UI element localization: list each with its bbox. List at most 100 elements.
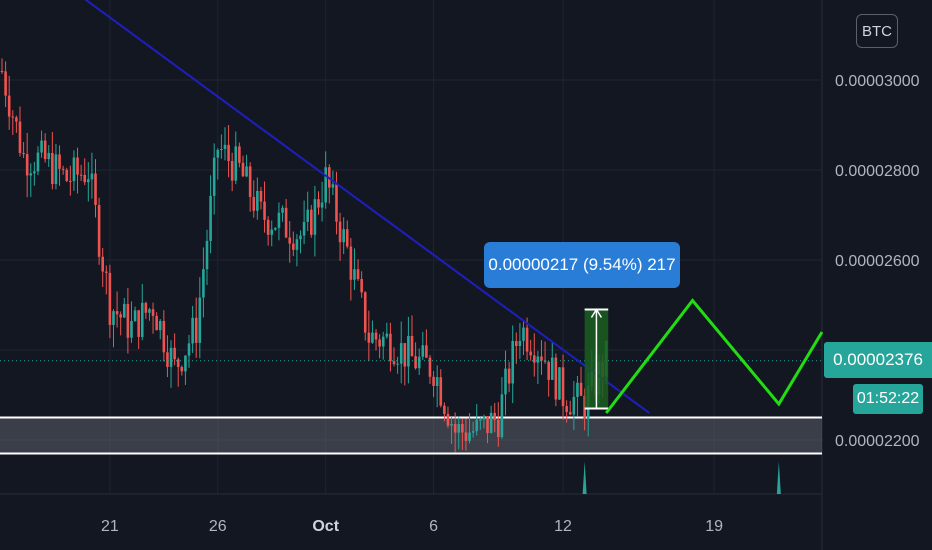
candle-body xyxy=(331,184,335,188)
candle-body xyxy=(511,341,515,384)
candle-body xyxy=(245,166,248,177)
candle-body xyxy=(0,71,4,72)
candle-body xyxy=(126,303,130,338)
candle-body xyxy=(191,317,194,344)
event-spike xyxy=(776,461,781,494)
candle-body xyxy=(148,309,151,313)
candle-body xyxy=(7,95,11,117)
candle-body xyxy=(504,368,507,395)
candle-body xyxy=(212,157,216,196)
candle-body xyxy=(421,345,425,357)
candle-body xyxy=(256,190,259,211)
support-zone-fill xyxy=(0,417,822,454)
x-tick-label: 21 xyxy=(101,518,119,535)
trendline[interactable] xyxy=(0,0,650,414)
candle-body xyxy=(133,310,137,322)
candle-body xyxy=(324,167,327,203)
candle-body xyxy=(295,239,299,250)
candle-body xyxy=(532,355,536,363)
candle-body xyxy=(349,246,353,280)
candle-body xyxy=(238,146,241,163)
candle-body xyxy=(529,351,532,356)
candle-body xyxy=(471,431,475,433)
candle-body xyxy=(543,360,547,362)
candle-body xyxy=(90,173,94,180)
projection-path[interactable] xyxy=(582,298,824,495)
candle-body xyxy=(108,272,112,325)
candle-body xyxy=(493,412,497,420)
candle-body xyxy=(281,207,284,213)
candle-body xyxy=(248,166,252,197)
candle-body xyxy=(25,154,29,176)
candle-body xyxy=(443,405,446,414)
candle-body xyxy=(309,209,313,235)
candle-body xyxy=(407,335,410,367)
candle-body xyxy=(385,333,389,337)
candle-body xyxy=(579,382,583,396)
candle-body xyxy=(428,357,432,377)
candle-body xyxy=(43,140,47,160)
candle-body xyxy=(112,311,115,325)
candle-body xyxy=(313,199,317,235)
candle-body xyxy=(54,154,58,185)
candle-body xyxy=(540,356,543,361)
candle-body xyxy=(187,343,191,356)
candle-body xyxy=(205,240,209,270)
candle-body xyxy=(69,181,72,183)
candle-body xyxy=(58,154,61,169)
measure-box[interactable] xyxy=(584,308,609,410)
candle-body xyxy=(514,341,518,346)
candle-body xyxy=(374,332,378,340)
candle-body xyxy=(227,144,230,162)
candle-body xyxy=(33,171,36,174)
candle-body xyxy=(363,292,367,333)
candle-body xyxy=(72,157,76,182)
candle-body xyxy=(234,146,238,181)
candle-body xyxy=(263,201,266,220)
candle-body xyxy=(288,237,292,244)
candle-body xyxy=(292,243,295,250)
candle-body xyxy=(518,340,522,346)
candle-body xyxy=(155,315,158,331)
candle-body xyxy=(360,279,363,293)
candle-body xyxy=(479,419,482,421)
candle-body xyxy=(274,227,277,230)
candle-body xyxy=(468,432,471,441)
candle-body xyxy=(410,335,414,357)
candle-body xyxy=(338,221,342,243)
candle-body xyxy=(371,332,374,343)
time-axis[interactable]: 21 26 Oct 6 12 19 xyxy=(101,518,723,535)
candle-body xyxy=(166,352,169,367)
event-spike xyxy=(582,461,587,494)
candle-body xyxy=(209,195,212,241)
candle-body xyxy=(194,317,198,343)
candle-body xyxy=(417,356,421,369)
price-axis[interactable]: 0.00003000 0.00002800 0.00002600 0.00002200 xyxy=(835,73,920,450)
candle-body xyxy=(144,302,148,313)
currency-badge[interactable]: BTC xyxy=(856,14,898,48)
candle-body xyxy=(482,416,486,420)
grid xyxy=(0,0,823,550)
candles xyxy=(0,58,822,453)
x-tick-label: 19 xyxy=(705,518,723,535)
candle-body xyxy=(554,357,558,400)
candle-body xyxy=(270,229,274,235)
candle-body xyxy=(65,169,69,182)
candle-body xyxy=(51,152,54,185)
candle-body xyxy=(130,321,133,338)
y-tick-label: 0.00002600 xyxy=(835,253,920,270)
candle-body xyxy=(220,149,223,151)
candle-body xyxy=(392,361,396,365)
candle-body xyxy=(389,333,392,362)
candle-body xyxy=(180,366,184,372)
x-tick-label: 26 xyxy=(209,518,227,535)
candle-body xyxy=(306,209,310,222)
candle-body xyxy=(356,269,360,280)
candle-body xyxy=(547,361,550,380)
candle-body xyxy=(22,152,25,155)
y-tick-label: 0.00002200 xyxy=(835,433,920,450)
candle-body xyxy=(18,121,22,153)
candle-body xyxy=(550,357,554,380)
candle-body xyxy=(461,424,464,433)
